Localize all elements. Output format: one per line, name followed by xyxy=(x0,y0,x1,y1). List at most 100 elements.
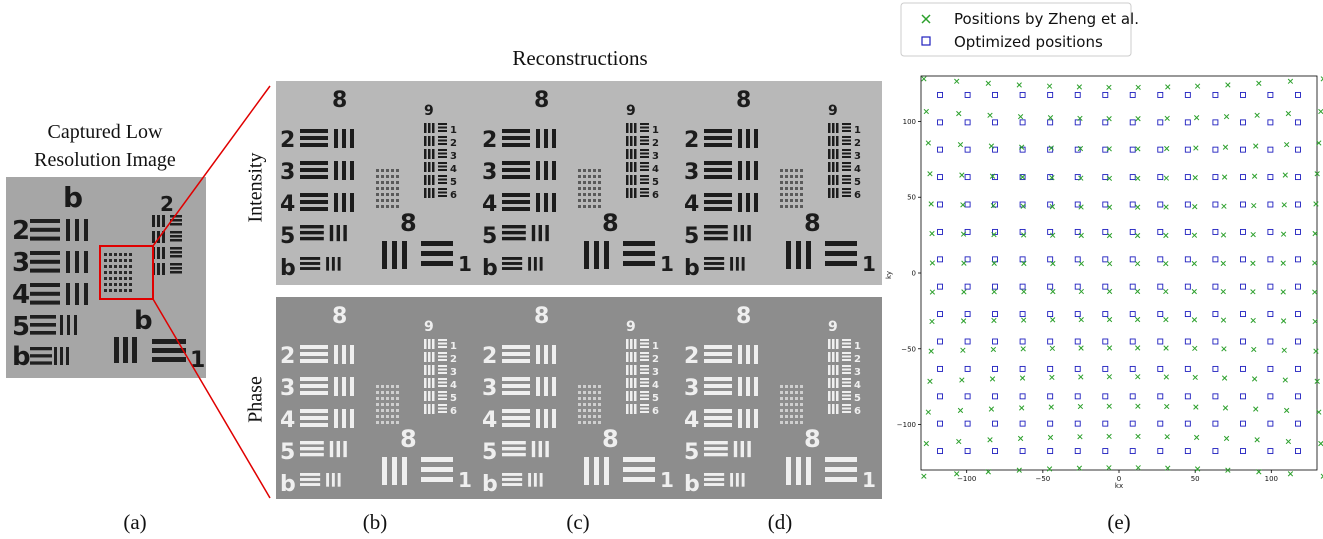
bar-vertical xyxy=(75,219,79,241)
bar-dot xyxy=(109,289,112,292)
bar-vertical xyxy=(738,345,742,364)
bar-dot xyxy=(795,409,798,412)
point-optimized xyxy=(1074,365,1081,372)
target-glyph-row: 2 xyxy=(280,128,295,153)
target-glyph-small-row: 2 xyxy=(652,354,659,365)
bar-dot xyxy=(588,421,591,424)
target-glyph-row: 2 xyxy=(482,344,497,369)
point-optimized xyxy=(1157,365,1164,372)
bar-vertical xyxy=(630,188,633,198)
point-optimized xyxy=(1295,448,1301,455)
point-optimized xyxy=(992,228,998,235)
bar-dot xyxy=(381,391,384,394)
point-zheng xyxy=(960,318,967,324)
bar-vertical xyxy=(342,129,346,148)
bar-horizontal xyxy=(704,441,728,445)
point-optimized xyxy=(1184,311,1191,318)
bar-vertical xyxy=(382,457,387,485)
bar-horizontal xyxy=(623,261,655,266)
point-optimized xyxy=(1129,146,1136,153)
point-optimized xyxy=(1074,256,1081,263)
target-glyph-bottom-right: 1 xyxy=(862,468,876,492)
bar-vertical xyxy=(836,123,839,133)
point-optimized xyxy=(1240,91,1246,98)
bar-dot xyxy=(583,403,586,406)
bar-dot xyxy=(795,175,798,178)
point-zheng xyxy=(1221,375,1228,381)
bar-horizontal xyxy=(842,394,851,397)
bar-horizontal xyxy=(170,219,182,222)
bar-dot xyxy=(800,193,803,196)
point-zheng xyxy=(1223,113,1230,120)
bar-horizontal xyxy=(300,352,328,356)
bar-vertical xyxy=(331,257,335,271)
bar-horizontal xyxy=(502,136,530,140)
bar-vertical xyxy=(630,378,633,388)
point-zheng xyxy=(1281,202,1287,208)
bar-dot xyxy=(785,199,788,202)
x-tick-label: 100 xyxy=(1265,475,1278,483)
point-zheng xyxy=(1191,288,1197,295)
bar-horizontal xyxy=(704,193,732,197)
point-zheng xyxy=(1076,84,1083,90)
bar-horizontal xyxy=(502,262,523,265)
point-optimized xyxy=(937,174,943,181)
bar-horizontal xyxy=(438,182,447,184)
bar-vertical xyxy=(424,339,427,349)
bar-vertical xyxy=(533,473,537,487)
bar-horizontal xyxy=(842,165,851,168)
point-zheng xyxy=(929,289,936,295)
target-glyph-row: 3 xyxy=(684,376,699,401)
point-optimized xyxy=(1240,283,1246,290)
point-zheng xyxy=(1254,112,1260,118)
bar-dot xyxy=(396,403,399,406)
point-optimized xyxy=(1267,283,1274,290)
bar-horizontal xyxy=(438,398,447,400)
point-optimized xyxy=(964,146,971,153)
bar-dot xyxy=(114,259,117,262)
point-optimized xyxy=(1019,365,1026,372)
bar-horizontal xyxy=(640,123,649,125)
bar-vertical xyxy=(337,473,341,487)
bar-horizontal xyxy=(300,391,328,395)
point-zheng xyxy=(1106,345,1113,351)
point-zheng xyxy=(1078,175,1084,181)
bar-vertical xyxy=(832,404,835,414)
bar-horizontal xyxy=(502,129,530,133)
bar-vertical xyxy=(531,441,536,458)
bar-horizontal xyxy=(842,398,851,400)
point-zheng xyxy=(1135,433,1141,440)
bar-horizontal xyxy=(704,230,728,235)
bar-dot xyxy=(795,193,798,196)
point-zheng xyxy=(1106,204,1113,210)
point-optimized xyxy=(964,201,971,208)
bar-vertical xyxy=(634,162,637,172)
bar-dot xyxy=(386,175,389,178)
target-glyph-small-row: 6 xyxy=(652,190,659,201)
point-zheng xyxy=(961,289,967,295)
bar-dot xyxy=(583,205,586,208)
bar-horizontal xyxy=(502,409,530,413)
bar-dot xyxy=(381,403,384,406)
bar-vertical xyxy=(552,345,556,364)
bar-dot xyxy=(785,169,788,172)
bar-dot xyxy=(795,181,798,184)
target-glyph-row: 5 xyxy=(684,440,699,465)
bar-dot xyxy=(124,283,127,286)
bar-dot xyxy=(109,265,112,268)
bar-dot xyxy=(790,175,793,178)
bar-vertical xyxy=(634,378,637,388)
bar-horizontal xyxy=(502,175,530,179)
bar-vertical xyxy=(634,352,637,362)
bar-vertical xyxy=(626,365,629,375)
bar-horizontal xyxy=(300,446,324,451)
bar-dot xyxy=(598,409,601,412)
point-zheng xyxy=(1077,145,1084,152)
point-zheng xyxy=(1047,434,1054,441)
bar-horizontal xyxy=(704,168,732,172)
bar-vertical xyxy=(424,188,427,198)
bar-horizontal xyxy=(421,477,453,482)
point-optimized xyxy=(1240,228,1246,235)
point-zheng xyxy=(1135,116,1141,122)
bar-horizontal xyxy=(825,251,857,256)
